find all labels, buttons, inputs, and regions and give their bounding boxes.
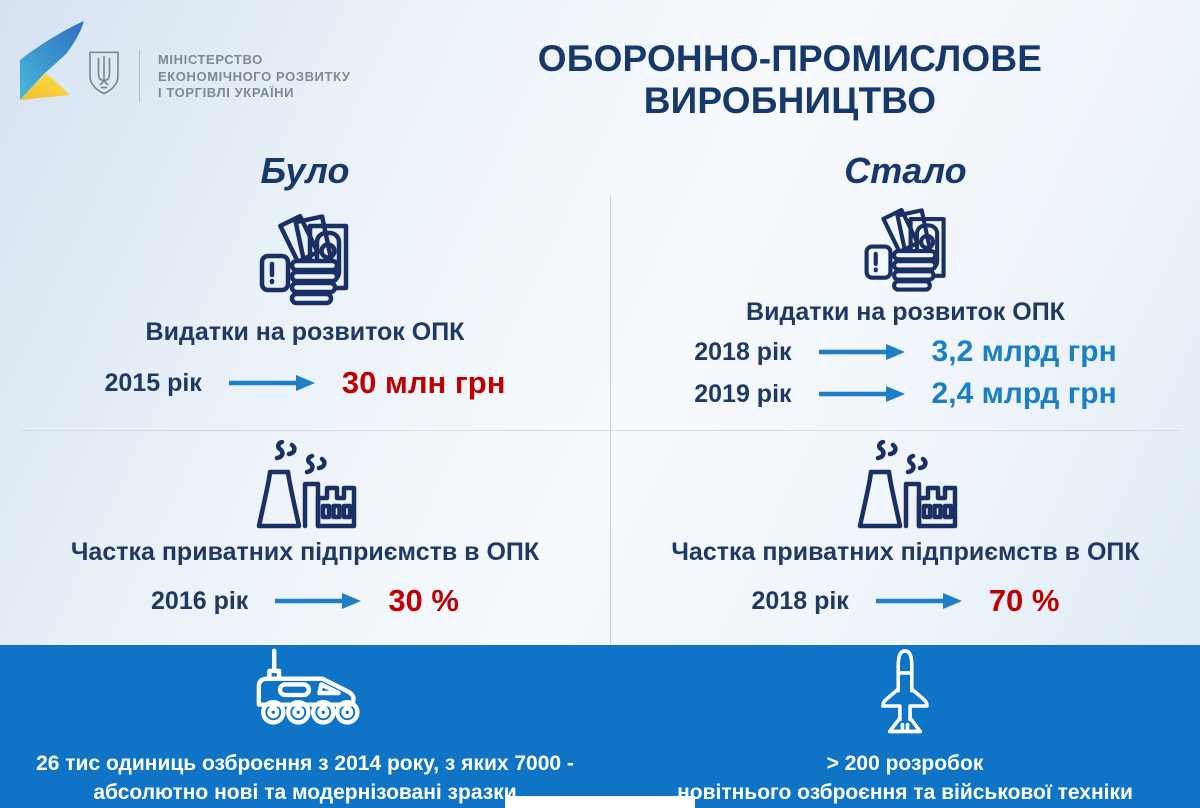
bottom-edge-notch bbox=[505, 796, 695, 808]
factory-icon bbox=[857, 440, 957, 529]
missile-icon bbox=[881, 649, 929, 734]
arrow-right-icon bbox=[275, 593, 362, 609]
footer-right-block: > 200 розробок новітнього озброєння та в… bbox=[610, 645, 1200, 808]
year-label: 2016 рік bbox=[151, 586, 249, 615]
metric-label: Видатки на розвиток ОПК bbox=[746, 298, 1065, 326]
page-title: ОБОРОННО-ПРОМИСЛОВЕ ВИРОБНИЦТВО bbox=[537, 38, 1043, 121]
flag-ribbon-logo-icon bbox=[20, 21, 84, 100]
footer-text-line: > 200 розробок bbox=[826, 752, 984, 775]
arrow-right-icon bbox=[818, 386, 905, 402]
year-label: 2015 рік bbox=[104, 368, 202, 397]
metric-label: Частка приватних підприємств в ОПК bbox=[70, 538, 540, 566]
money-in-hand-icon bbox=[864, 208, 946, 292]
arrow-right-icon bbox=[228, 375, 315, 391]
armored-vehicle-icon bbox=[256, 648, 360, 725]
column-after-title: Стало bbox=[844, 150, 967, 191]
year-label: 2019 рік bbox=[694, 379, 792, 408]
column-after: Стало Видатки на розвиток ОПК bbox=[611, 140, 1200, 645]
footer-right-text: > 200 розробок новітнього озброєння та в… bbox=[677, 749, 1133, 807]
metric-label: Видатки на розвиток ОПК bbox=[145, 318, 465, 346]
metric-label: Частка приватних підприємств в ОПК bbox=[671, 538, 1140, 566]
arrow-right-icon bbox=[875, 593, 962, 609]
metric-row: 2016 рік 30 % bbox=[151, 583, 459, 619]
cell-expenditures-after: Видатки на розвиток ОПК 2018 рік 3,2 млр… bbox=[611, 202, 1200, 430]
vertical-divider bbox=[610, 195, 611, 645]
footer-band: 26 тис одиниць озброєння з 2014 року, з … bbox=[0, 645, 1200, 808]
metric-value: 30 млн грн bbox=[341, 365, 506, 400]
footer-text-line: абсолютно нові та модернізовані зразки bbox=[93, 781, 517, 804]
metric-row: 2019 рік 2,4 млрд грн bbox=[694, 377, 1116, 411]
metric-value: 3,2 млрд грн bbox=[931, 335, 1117, 368]
ukraine-trident-icon bbox=[89, 51, 119, 95]
metric-row: 2015 рік 30 млн грн bbox=[105, 365, 506, 401]
cell-private-share-before: Частка приватних підприємств в ОПК 2016 … bbox=[0, 430, 610, 645]
ministry-name-line: МІНІСТЕРСТВО bbox=[158, 52, 263, 67]
cell-private-share-after: Частка приватних підприємств в ОПК 2018 … bbox=[611, 430, 1200, 645]
brand-divider bbox=[139, 50, 140, 102]
header: МІНІСТЕРСТВО ЕКОНОМІЧНОГО РОЗВИТКУ І ТОР… bbox=[0, 0, 1200, 140]
year-label: 2018 рік bbox=[694, 337, 792, 366]
footer-text-line: 26 тис одиниць озброєння з 2014 року, з … bbox=[36, 752, 574, 775]
metric-row: 2018 рік 3,2 млрд грн bbox=[694, 335, 1116, 369]
metric-value: 2,4 млрд грн bbox=[931, 377, 1117, 410]
footer-text-line: новітнього озброєння та військової техні… bbox=[677, 781, 1133, 804]
metric-row: 2018 рік 70 % bbox=[752, 583, 1060, 619]
column-before: Було Видатки на розвиток ОПК bbox=[0, 140, 610, 645]
metric-value: 30 % bbox=[388, 583, 459, 618]
arrow-right-icon bbox=[818, 344, 905, 360]
ministry-name: МІНІСТЕРСТВО ЕКОНОМІЧНОГО РОЗВИТКУ І ТОР… bbox=[158, 52, 351, 102]
comparison-grid: Було Видатки на розвиток ОПК bbox=[0, 140, 1200, 645]
money-in-hand-icon bbox=[259, 214, 349, 306]
year-label: 2018 рік bbox=[751, 586, 849, 615]
column-before-title: Було bbox=[260, 150, 350, 191]
metric-value: 70 % bbox=[988, 583, 1060, 618]
horizontal-divider bbox=[20, 430, 1180, 431]
ministry-name-line: ЕКОНОМІЧНОГО РОЗВИТКУ bbox=[158, 68, 351, 84]
factory-icon bbox=[256, 440, 357, 529]
ministry-name-line: І ТОРГІВЛІ УКРАЇНИ bbox=[158, 85, 295, 100]
footer-left-block: 26 тис одиниць озброєння з 2014 року, з … bbox=[0, 645, 610, 808]
footer-left-text: 26 тис одиниць озброєння з 2014 року, з … bbox=[36, 749, 574, 807]
cell-expenditures-before: Видатки на розвиток ОПК 2015 рік 30 млн … bbox=[0, 202, 610, 430]
